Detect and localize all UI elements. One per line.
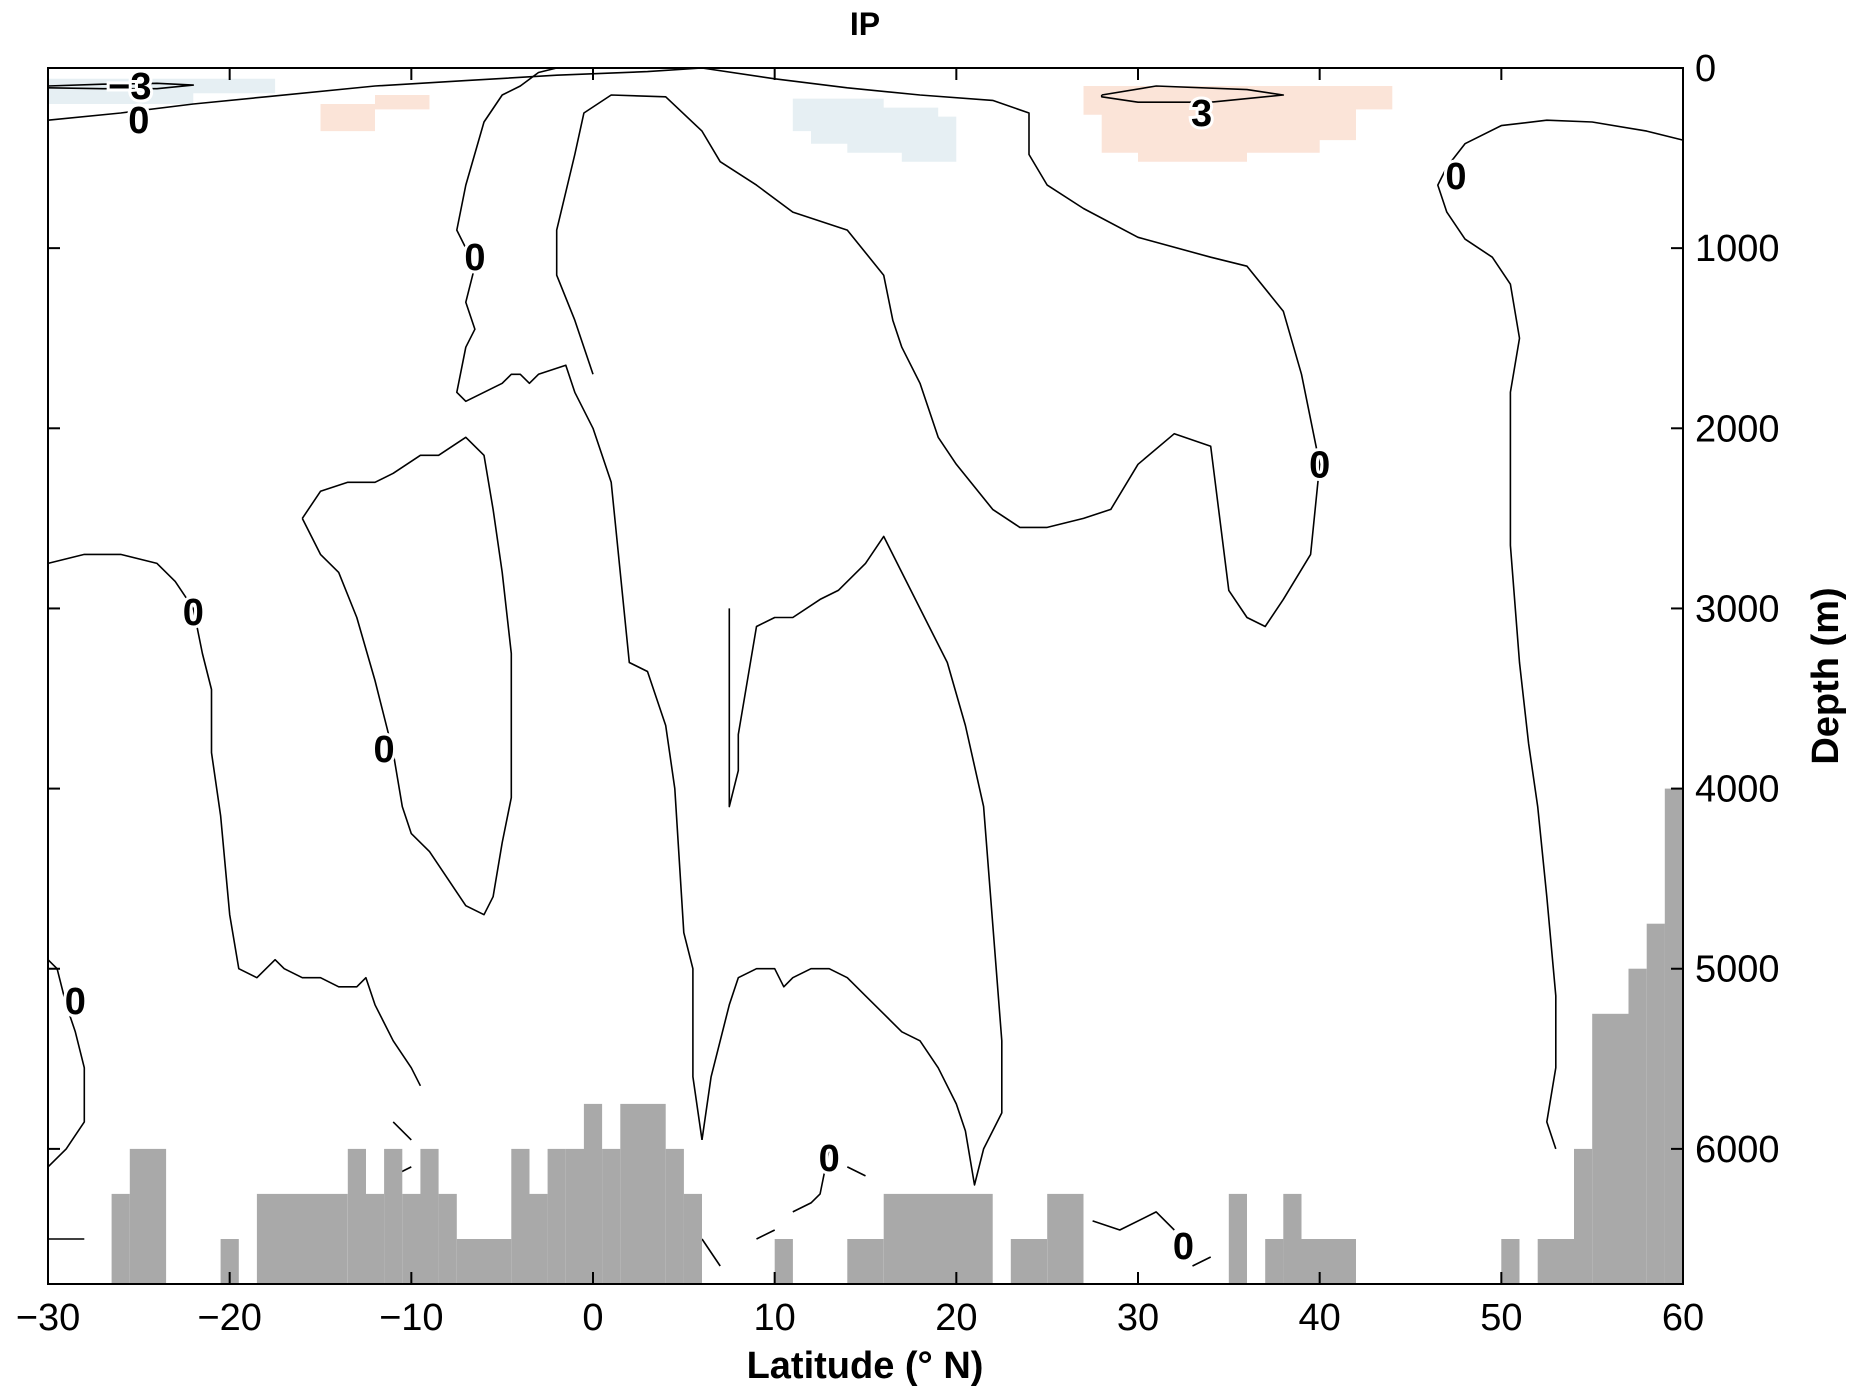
- topography-bar-21: [847, 1239, 884, 1284]
- x-tick-label-7: 40: [1299, 1297, 1341, 1339]
- contour-line-level-3-10: [1100, 85, 1285, 103]
- chart-title: IP: [850, 6, 880, 42]
- y-axis-title: Depth (m): [1805, 587, 1847, 764]
- topography-bar-24: [1047, 1193, 1084, 1284]
- x-tick-label-1: −20: [197, 1297, 261, 1339]
- contour-line-level-0-2: [555, 67, 1321, 628]
- contour-label-7: 0: [374, 729, 395, 771]
- contour-line-level-0-7: [1446, 119, 1684, 168]
- x-tick-label-8: 50: [1480, 1297, 1522, 1339]
- contour-line-level-0-15: [846, 1166, 866, 1177]
- contour-label-3: 0: [1445, 156, 1466, 198]
- contour-line-level-0-16: [1092, 1211, 1175, 1231]
- x-tick-label-5: 20: [935, 1297, 977, 1339]
- topography-bar-32: [1592, 1013, 1629, 1284]
- positive-anomaly-region-1: [320, 95, 430, 132]
- topography-bar-17: [620, 1103, 666, 1284]
- topography-bar-5: [365, 1193, 385, 1284]
- topography-bar-31: [1574, 1148, 1593, 1284]
- contour-label-0: −3: [108, 66, 151, 108]
- topography-bar-30: [1537, 1239, 1574, 1284]
- contour-line-level-0-1: [47, 67, 703, 121]
- positive-anomaly-region-3: [1083, 86, 1393, 162]
- contour-line-level-0-6: [701, 535, 1003, 1186]
- topography-bar-0: [111, 1193, 130, 1284]
- x-tick-label-0: −30: [16, 1297, 80, 1339]
- contour-line-level-0-4: [47, 553, 422, 1087]
- topography-bar-1: [129, 1148, 167, 1284]
- anomaly-shading: [48, 78, 1393, 162]
- topography-bar-34: [1646, 923, 1665, 1284]
- topography-bar-13: [547, 1148, 566, 1284]
- topography-bar-18: [665, 1148, 684, 1284]
- topography-bar-7: [402, 1193, 421, 1284]
- contour-line-level-neg3-0: [47, 82, 195, 90]
- topography-bar-33: [1628, 968, 1647, 1284]
- topography-bar-19: [683, 1193, 702, 1284]
- contour-label-6: 0: [183, 592, 204, 634]
- contour-line-level-0-18: [701, 1238, 721, 1267]
- y-tick-label-1: 1000: [1695, 228, 1780, 270]
- contour-label-8: 0: [65, 981, 86, 1023]
- contour-label-4: 0: [464, 237, 485, 279]
- negative-anomaly-region-2: [792, 98, 957, 162]
- x-tick-label-9: 60: [1662, 1297, 1704, 1339]
- contour-line-level-0-14: [792, 1148, 830, 1213]
- y-tick-label-3: 3000: [1695, 588, 1780, 630]
- topography-bar-11: [511, 1148, 530, 1284]
- x-axis-title: Latitude (° N): [747, 1345, 984, 1387]
- contour-label-10: 0: [1173, 1226, 1194, 1268]
- y-tick-label-0: 0: [1695, 48, 1716, 90]
- topography-bar-23: [1010, 1239, 1048, 1284]
- topography-bar-27: [1283, 1193, 1302, 1284]
- contour-line-level-0-17: [1192, 1256, 1212, 1267]
- axes-frame: [47, 67, 1684, 1285]
- contour-label-2: 3: [1191, 93, 1212, 135]
- contour-line-level-0-3: [455, 67, 703, 1141]
- y-tick-label-6: 6000: [1695, 1129, 1780, 1171]
- topography-bar-25: [1228, 1193, 1247, 1284]
- topography-bar-22: [883, 1193, 993, 1284]
- y-tick-label-4: 4000: [1695, 769, 1780, 811]
- topography-bar-12: [529, 1193, 548, 1284]
- negative-anomaly-region-0: [48, 78, 276, 104]
- contour-line-level-0-19: [756, 1229, 776, 1240]
- topography-bar-28: [1301, 1239, 1356, 1284]
- x-tick-label-2: −10: [379, 1297, 443, 1339]
- topography-bar-26: [1265, 1239, 1284, 1284]
- topography-bar-3: [256, 1193, 348, 1284]
- topography-bar-29: [1501, 1239, 1520, 1284]
- contour-lines: [47, 67, 1684, 1267]
- topography-bar-14: [565, 1148, 584, 1284]
- seafloor-topography: [111, 788, 1683, 1284]
- topography-bar-4: [347, 1148, 366, 1284]
- x-tick-label-4: 10: [754, 1297, 796, 1339]
- y-tick-label-5: 5000: [1695, 949, 1780, 991]
- topography-bar-10: [456, 1239, 512, 1284]
- contour-line-level-0-8: [1437, 166, 1557, 1150]
- topography-bar-20: [774, 1239, 793, 1284]
- y-tick-label-2: 2000: [1695, 408, 1780, 450]
- contour-line-level-0-12: [392, 1121, 412, 1141]
- topography-bar-35: [1664, 788, 1683, 1284]
- topography-bar-9: [438, 1193, 457, 1284]
- topography-bar-16: [602, 1148, 621, 1284]
- topography-bar-15: [583, 1103, 603, 1284]
- contour-line-level-0-5: [301, 436, 513, 916]
- topography-bar-6: [384, 1148, 403, 1284]
- x-axis: −30 −20 −10 0 10 20 30 40 50 60: [16, 68, 1704, 1339]
- x-tick-label-6: 30: [1117, 1297, 1159, 1339]
- contour-line-level-0-9: [47, 959, 86, 1168]
- contour-label-9: 0: [819, 1138, 840, 1180]
- topography-bar-8: [420, 1148, 439, 1284]
- contour-label-5: 0: [1309, 444, 1330, 486]
- x-tick-label-3: 0: [582, 1297, 603, 1339]
- contour-label-1: 0: [128, 100, 149, 142]
- topography-bar-2: [220, 1239, 239, 1284]
